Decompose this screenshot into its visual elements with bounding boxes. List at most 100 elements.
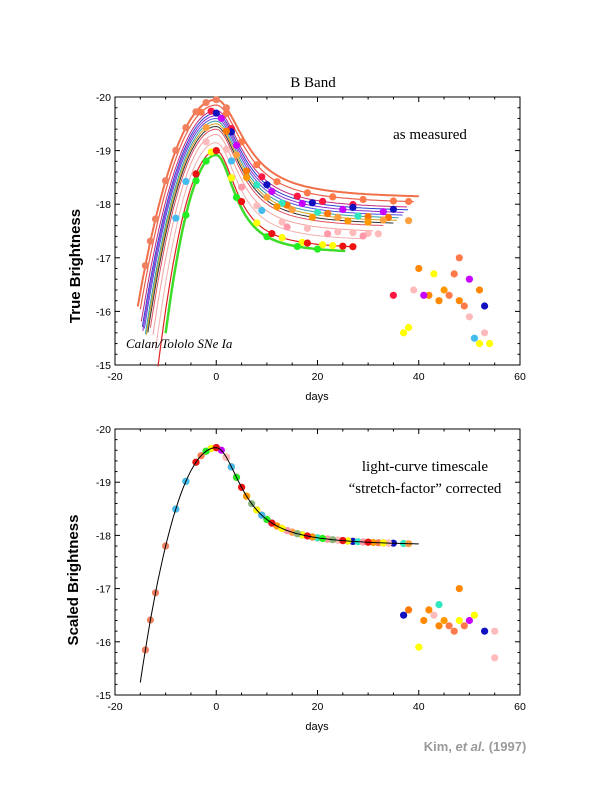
bottom-data-point	[440, 616, 448, 625]
top-data-point	[405, 197, 413, 206]
top-data-point	[212, 109, 220, 117]
top-data-point	[415, 264, 423, 273]
top-data-point	[243, 167, 251, 175]
bottom-data-point	[491, 627, 499, 635]
bottom-data-points	[141, 444, 499, 662]
top-y-tick-label: -18	[96, 199, 111, 211]
top-data-point	[212, 96, 220, 104]
bottom-data-point	[491, 654, 499, 662]
top-data-point	[324, 210, 332, 218]
top-data-point	[222, 110, 230, 118]
top-data-point	[303, 189, 311, 197]
top-data-point	[268, 187, 276, 195]
bottom-y-axis-label: Scaled Brightness	[65, 515, 82, 646]
top-data-point	[400, 329, 408, 337]
top-data-point	[349, 229, 357, 237]
top-x-tick-label: 60	[514, 371, 526, 383]
top-data-point	[192, 177, 200, 185]
bottom-data-point	[470, 611, 478, 619]
top-data-point	[182, 211, 190, 219]
top-data-point	[420, 291, 428, 299]
top-y-tick-label: -20	[96, 92, 111, 104]
bottom-data-point	[455, 585, 463, 593]
top-data-point	[293, 242, 301, 251]
top-data-point	[283, 223, 291, 231]
top-data-point	[440, 286, 448, 294]
top-y-tick-label: -15	[96, 360, 111, 372]
top-data-point	[329, 242, 337, 250]
bottom-data-point	[460, 622, 468, 630]
top-data-point	[389, 291, 397, 299]
top-x-axis-label: days	[305, 391, 329, 403]
top-data-point	[460, 302, 468, 310]
top-data-point	[435, 297, 443, 305]
bottom-data-point	[450, 627, 458, 635]
top-data-point	[202, 138, 210, 146]
bottom-annotation-line-1: light-curve timescale	[362, 459, 489, 475]
top-data-point	[202, 124, 210, 132]
bottom-x-tick-label: 40	[413, 701, 425, 713]
top-data-point	[172, 214, 180, 222]
top-data-point	[182, 124, 190, 132]
top-data-point	[258, 173, 266, 181]
credit-text: Kim, et al. (1997)	[424, 739, 527, 754]
top-data-point	[182, 177, 190, 186]
top-data-point	[238, 183, 246, 191]
top-data-point	[481, 302, 489, 310]
top-data-point	[288, 206, 296, 214]
top-curve	[142, 115, 404, 332]
bottom-y-tick-label: -18	[96, 530, 111, 542]
bottom-chart: -20 -19 -18 -17 -16 -15 -20 0 20 40 60 light-curv…	[65, 424, 526, 733]
bottom-data-point	[420, 616, 428, 625]
top-data-point	[334, 213, 342, 221]
bottom-x-tick-label: 60	[514, 701, 526, 713]
top-data-point	[425, 291, 433, 299]
top-data-point	[278, 199, 286, 207]
bottom-x-tick-label: -20	[107, 701, 122, 713]
top-data-point	[222, 104, 230, 112]
top-data-point	[308, 199, 316, 207]
top-data-point	[389, 197, 397, 205]
top-data-point	[253, 219, 261, 227]
bottom-y-tick-label: -19	[96, 477, 111, 489]
top-data-point	[263, 193, 271, 201]
top-data-point	[278, 218, 286, 226]
top-data-point	[243, 173, 251, 181]
credit-author: Kim,	[424, 739, 456, 754]
top-data-point	[238, 138, 246, 146]
top-x-tick-label: 20	[312, 371, 324, 383]
top-data-point	[364, 213, 372, 221]
bottom-y-tick-label: -20	[96, 424, 111, 436]
top-data-point	[445, 291, 453, 299]
bottom-data-point	[435, 622, 443, 630]
top-data-point	[253, 202, 261, 210]
top-data-point	[470, 334, 478, 342]
top-data-point	[324, 230, 332, 238]
bottom-data-point	[430, 611, 438, 619]
top-data-point	[293, 192, 301, 200]
top-curve	[147, 125, 394, 333]
bottom-x-axis-label: days	[305, 721, 329, 733]
top-data-point	[486, 340, 494, 348]
top-y-axis-label: True Brightness	[67, 209, 84, 323]
top-data-point	[202, 99, 210, 107]
top-data-point	[212, 147, 220, 155]
top-data-point	[253, 161, 261, 169]
bottom-data-point	[405, 606, 413, 614]
top-data-point	[202, 157, 210, 165]
top-data-point	[374, 230, 382, 238]
top-y-tick-label: -16	[96, 306, 111, 318]
top-data-point	[319, 241, 327, 249]
top-data-point	[405, 323, 413, 332]
bottom-x-tick-label: 0	[213, 701, 219, 713]
top-data-point	[465, 275, 473, 283]
top-data-point	[227, 157, 235, 165]
top-data-point	[232, 193, 241, 201]
top-data-point	[450, 270, 458, 278]
top-curve	[145, 123, 398, 335]
top-data-point	[146, 237, 154, 245]
top-data-point	[389, 205, 397, 213]
bottom-annotation-line-2: “stretch-factor” corrected	[349, 481, 502, 497]
top-tick-marks	[114, 96, 521, 366]
top-data-point	[227, 174, 235, 182]
